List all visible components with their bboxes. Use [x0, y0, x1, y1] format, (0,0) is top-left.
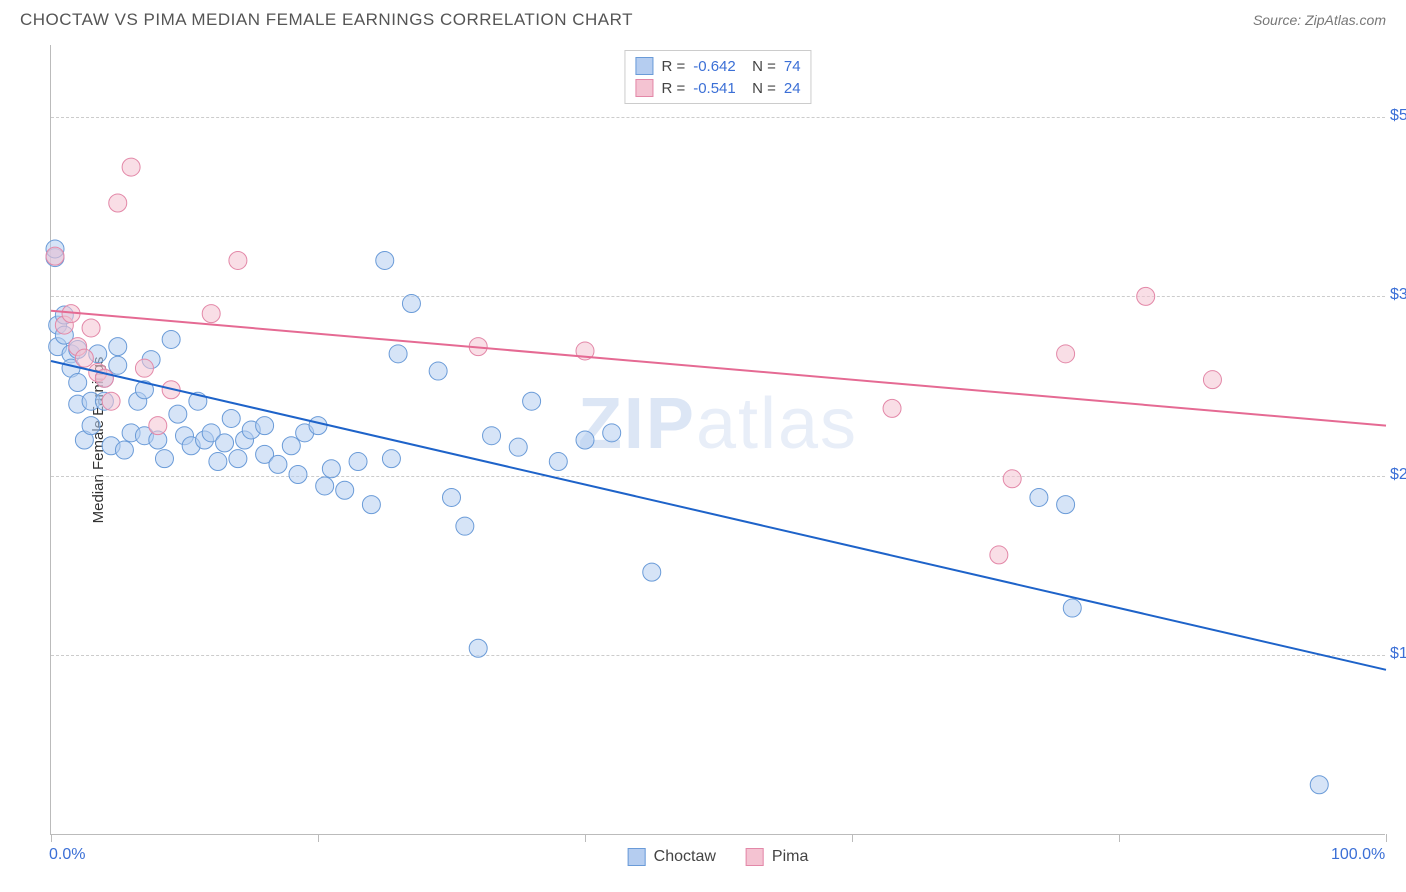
data-point-choctaw — [222, 409, 240, 427]
data-point-choctaw — [469, 639, 487, 657]
data-point-choctaw — [523, 392, 541, 410]
data-point-choctaw — [282, 437, 300, 455]
data-point-pima — [46, 247, 64, 265]
scatter-plot-svg — [51, 45, 1385, 834]
y-tick-label: $37,500 — [1390, 286, 1406, 304]
x-tick — [585, 834, 586, 842]
data-point-choctaw — [109, 338, 127, 356]
x-tick — [51, 834, 52, 842]
data-point-choctaw — [229, 450, 247, 468]
data-point-choctaw — [1030, 488, 1048, 506]
trendline-choctaw — [51, 361, 1386, 670]
data-point-choctaw — [603, 424, 621, 442]
data-point-pima — [149, 417, 167, 435]
legend-r-label: R = — [661, 80, 685, 97]
data-point-choctaw — [109, 356, 127, 374]
y-tick-label: $12,500 — [1390, 645, 1406, 663]
legend-n-label: N = — [744, 80, 776, 97]
data-point-choctaw — [429, 362, 447, 380]
data-point-choctaw — [376, 251, 394, 269]
plot-area: ZIPatlas $12,500$25,000$37,500$50,000 0.… — [50, 45, 1385, 835]
chart-header: CHOCTAW VS PIMA MEDIAN FEMALE EARNINGS C… — [0, 0, 1406, 35]
data-point-choctaw — [362, 496, 380, 514]
data-point-choctaw — [576, 431, 594, 449]
data-point-pima — [1137, 287, 1155, 305]
data-point-choctaw — [289, 465, 307, 483]
data-point-pima — [109, 194, 127, 212]
legend-r-value-choctaw: -0.642 — [693, 58, 736, 75]
data-point-choctaw — [402, 295, 420, 313]
trendline-pima — [51, 311, 1386, 426]
legend-row-choctaw: R = -0.642 N = 74 — [635, 55, 800, 77]
data-point-choctaw — [162, 330, 180, 348]
legend-item-choctaw: Choctaw — [628, 848, 716, 866]
data-point-choctaw — [456, 517, 474, 535]
legend-n-value-pima: 24 — [784, 80, 801, 97]
data-point-choctaw — [256, 417, 274, 435]
legend-r-label: R = — [661, 58, 685, 75]
x-tick — [852, 834, 853, 842]
data-point-choctaw — [389, 345, 407, 363]
data-point-choctaw — [1063, 599, 1081, 617]
data-point-choctaw — [169, 405, 187, 423]
legend-n-label: N = — [744, 58, 776, 75]
data-point-choctaw — [269, 455, 287, 473]
chart-title: CHOCTAW VS PIMA MEDIAN FEMALE EARNINGS C… — [20, 10, 633, 30]
x-tick — [1119, 834, 1120, 842]
data-point-pima — [135, 359, 153, 377]
data-point-pima — [75, 349, 93, 367]
data-point-choctaw — [1057, 496, 1075, 514]
x-tick — [1386, 834, 1387, 842]
data-point-choctaw — [382, 450, 400, 468]
data-point-pima — [82, 319, 100, 337]
data-point-choctaw — [483, 427, 501, 445]
data-point-choctaw — [336, 481, 354, 499]
data-point-choctaw — [309, 417, 327, 435]
legend-swatch-choctaw — [635, 57, 653, 75]
correlation-legend: R = -0.642 N = 74 R = -0.541 N = 24 — [624, 50, 811, 104]
data-point-choctaw — [115, 441, 133, 459]
legend-n-value-choctaw: 74 — [784, 58, 801, 75]
data-point-pima — [122, 158, 140, 176]
legend-row-pima: R = -0.541 N = 24 — [635, 77, 800, 99]
y-tick-label: $50,000 — [1390, 107, 1406, 125]
chart-container: Median Female Earnings ZIPatlas $12,500$… — [50, 45, 1385, 835]
y-tick-label: $25,000 — [1390, 466, 1406, 484]
legend-r-value-pima: -0.541 — [693, 80, 736, 97]
data-point-choctaw — [322, 460, 340, 478]
legend-item-pima: Pima — [746, 848, 808, 866]
data-point-choctaw — [443, 488, 461, 506]
data-point-pima — [990, 546, 1008, 564]
x-tick-label: 0.0% — [49, 846, 85, 864]
x-tick-label: 100.0% — [1331, 846, 1385, 864]
data-point-pima — [1203, 371, 1221, 389]
data-point-choctaw — [216, 434, 234, 452]
data-point-choctaw — [643, 563, 661, 581]
data-point-pima — [1003, 470, 1021, 488]
data-point-choctaw — [509, 438, 527, 456]
data-point-pima — [883, 399, 901, 417]
series-legend: Choctaw Pima — [628, 848, 809, 866]
data-point-choctaw — [209, 453, 227, 471]
legend-swatch-pima-bottom — [746, 848, 764, 866]
data-point-choctaw — [1310, 776, 1328, 794]
legend-swatch-pima — [635, 79, 653, 97]
data-point-pima — [229, 251, 247, 269]
data-point-pima — [202, 305, 220, 323]
legend-label-pima: Pima — [772, 848, 808, 866]
legend-label-choctaw: Choctaw — [654, 848, 716, 866]
data-point-choctaw — [549, 453, 567, 471]
data-point-pima — [1057, 345, 1075, 363]
data-point-choctaw — [155, 450, 173, 468]
data-point-choctaw — [69, 374, 87, 392]
data-point-pima — [102, 392, 120, 410]
x-tick — [318, 834, 319, 842]
legend-swatch-choctaw-bottom — [628, 848, 646, 866]
data-point-choctaw — [316, 477, 334, 495]
data-point-choctaw — [82, 417, 100, 435]
data-point-choctaw — [349, 453, 367, 471]
chart-source: Source: ZipAtlas.com — [1253, 12, 1386, 28]
